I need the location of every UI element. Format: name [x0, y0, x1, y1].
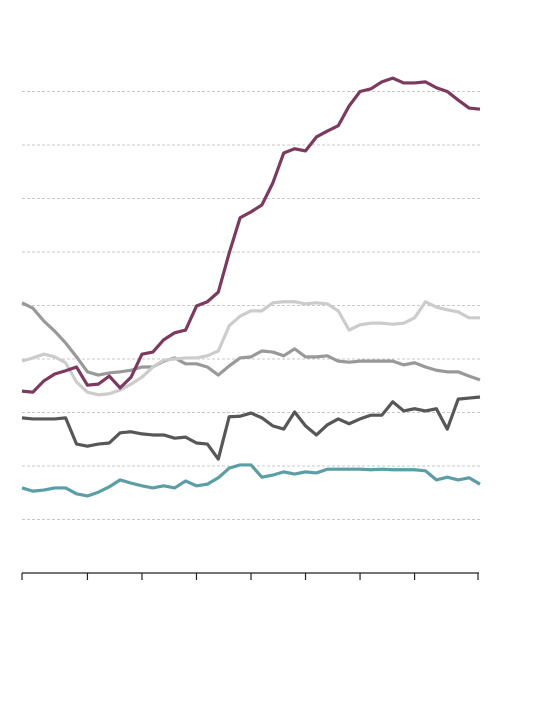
- series-line: [21, 76, 481, 394]
- series-line: [21, 395, 481, 461]
- series-line: [21, 301, 481, 382]
- series-line: [21, 300, 480, 397]
- series-line: [21, 463, 481, 498]
